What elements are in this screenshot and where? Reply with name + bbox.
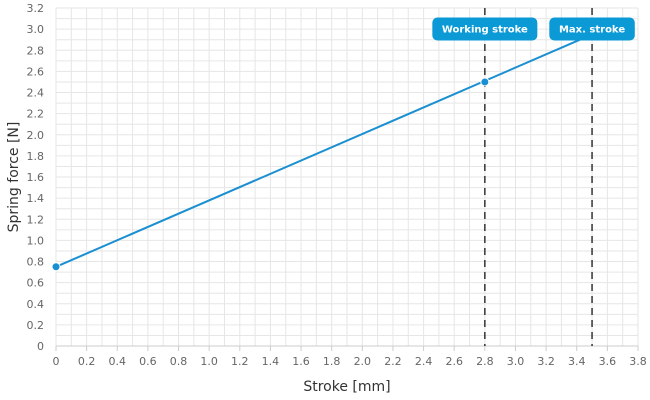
x-tick-label: 2.0 bbox=[354, 355, 372, 368]
x-tick-label: 0.4 bbox=[109, 355, 127, 368]
series-group bbox=[55, 33, 593, 268]
y-tick-label: 0.8 bbox=[27, 256, 45, 269]
grid-lines bbox=[55, 7, 639, 347]
x-tick-label: 3.6 bbox=[599, 355, 617, 368]
y-tick-label: 2.6 bbox=[27, 65, 45, 78]
y-axis-title: Spring force [N] bbox=[6, 122, 22, 233]
x-tick-label: 2.2 bbox=[384, 355, 402, 368]
y-tick-label: 3.0 bbox=[27, 23, 45, 36]
y-tick-label: 1.0 bbox=[27, 234, 45, 247]
x-tick-label: 3.2 bbox=[537, 355, 555, 368]
series-line bbox=[55, 33, 593, 268]
data-markers bbox=[51, 77, 490, 272]
y-tick-label: 0 bbox=[37, 340, 44, 353]
y-tick-labels: 0 0.2 0.4 0.6 0.8 1.0 1.2 1.4 1.6 1.8 2.0 2.2 2.4 2.6… bbox=[27, 2, 45, 353]
y-tick-label: 1.2 bbox=[27, 213, 45, 226]
x-tick-label: 1.0 bbox=[200, 355, 218, 368]
x-tick-label: 3.0 bbox=[507, 355, 525, 368]
y-tick-label: 2.2 bbox=[27, 108, 45, 121]
annotation-label: Working stroke bbox=[442, 25, 528, 36]
y-tick-label: 3.2 bbox=[27, 2, 45, 15]
axes bbox=[55, 345, 639, 351]
x-tick-label: 3.4 bbox=[568, 355, 586, 368]
x-tick-label: 1.8 bbox=[323, 355, 341, 368]
y-tick-label: 1.6 bbox=[27, 171, 45, 184]
y-tick-label: 2.8 bbox=[27, 44, 45, 57]
y-tick-label: 1.4 bbox=[27, 192, 45, 205]
x-tick-label: 0.8 bbox=[170, 355, 188, 368]
annotations: Working stroke Max. stroke bbox=[432, 17, 635, 41]
annotation-badge bbox=[432, 17, 538, 41]
data-point bbox=[480, 77, 490, 87]
y-tick-label: 2.4 bbox=[27, 87, 45, 100]
y-tick-label: 1.8 bbox=[27, 150, 45, 163]
y-tick-label: 0.2 bbox=[27, 319, 45, 332]
data-point bbox=[51, 262, 61, 272]
y-tick-label: 0.4 bbox=[27, 298, 45, 311]
x-tick-label: 0.6 bbox=[139, 355, 157, 368]
reference-lines bbox=[484, 8, 593, 346]
x-tick-label: 2.8 bbox=[476, 355, 494, 368]
x-axis-title: Stroke [mm] bbox=[303, 379, 390, 395]
x-tick-labels: 0 0.2 0.4 0.6 0.8 1.0 1.2 1.4 1.6 1.8 2.0 2.2 2.4 2.6… bbox=[53, 355, 647, 368]
x-tick-label: 2.4 bbox=[415, 355, 433, 368]
annotation-badge bbox=[549, 17, 635, 41]
y-tick-label: 0.6 bbox=[27, 277, 45, 290]
x-tick-label: 1.4 bbox=[262, 355, 280, 368]
x-tick-label: 0 bbox=[53, 355, 60, 368]
x-tick-label: 3.8 bbox=[629, 355, 647, 368]
x-tick-label: 2.6 bbox=[445, 355, 463, 368]
x-tick-label: 1.6 bbox=[292, 355, 310, 368]
x-tick-label: 0.2 bbox=[78, 355, 96, 368]
annotation-label: Max. stroke bbox=[559, 25, 625, 36]
y-tick-label: 2.0 bbox=[27, 129, 45, 142]
x-tick-label: 1.2 bbox=[231, 355, 249, 368]
